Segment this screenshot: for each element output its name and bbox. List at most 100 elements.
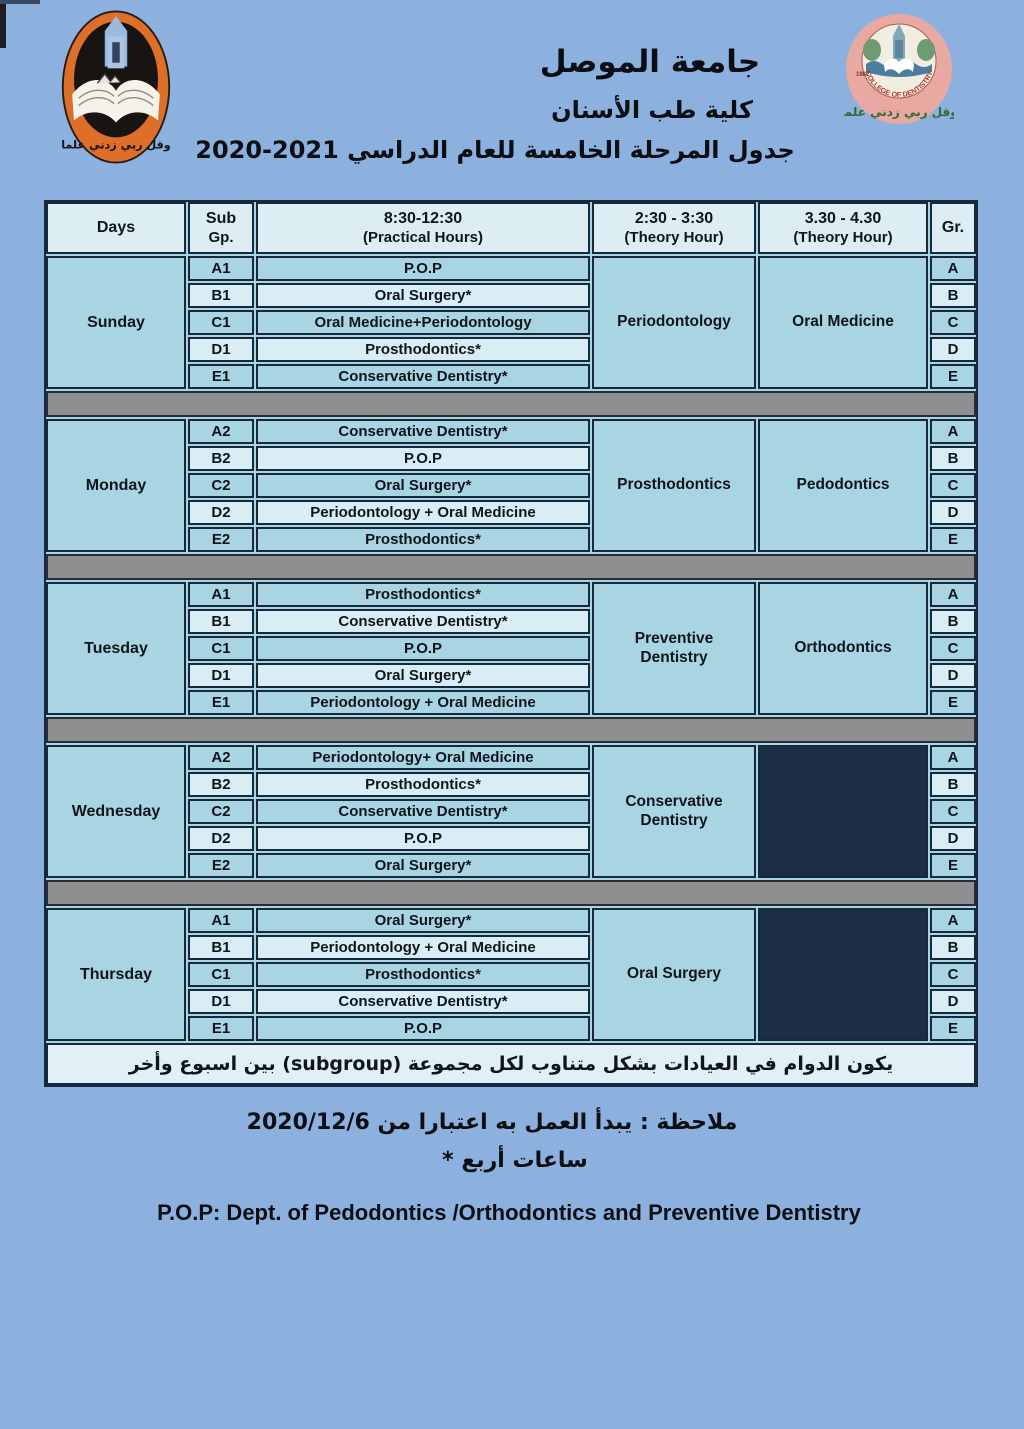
practical-subject-cell: Oral Surgery* [256, 853, 590, 878]
column-header-practical: 8:30-12:30 (Practical Hours) [256, 202, 590, 254]
group-letter-cell: D [930, 989, 976, 1014]
subgroup-cell: E1 [188, 364, 254, 389]
column-header-label: 2:30 - 3:30 [634, 210, 714, 228]
day-block-sunday: Sunday A1 P.O.P A B1 Oral Surgery* B C1 Oral Med… [46, 256, 976, 389]
group-letter-cell: D [930, 337, 976, 362]
subgroup-cell: D1 [188, 989, 254, 1014]
group-letter-cell: A [930, 419, 976, 444]
group-letter-cell: E [930, 690, 976, 715]
subgroup-cell: C2 [188, 473, 254, 498]
practical-subject-cell: Periodontology + Oral Medicine [256, 935, 590, 960]
column-header-label: (Theory Hour) [624, 228, 724, 246]
practical-subject-cell: Periodontology + Oral Medicine [256, 500, 590, 525]
subgroup-cell: B2 [188, 446, 254, 471]
practical-subject-cell: P.O.P [256, 1016, 590, 1041]
day-block-thursday: Thursday A1 Oral Surgery* A B1 Periodontology… [46, 908, 976, 1041]
practical-subject-cell: Conservative Dentistry* [256, 989, 590, 1014]
group-letter-cell: E [930, 853, 976, 878]
college-of-dentistry-emblem-graphic: COLLEGE OF DENTISTRY 1982 وقل ربي زدني ع… [840, 14, 958, 124]
university-of-mosul-logo: وقل ربي زدني علما [60, 8, 172, 171]
schedule-title: جدول المرحلة الخامسة للعام الدراسي 2021-… [195, 136, 795, 164]
subgroup-cell: D1 [188, 337, 254, 362]
column-header-label: 8:30-12:30 [383, 210, 463, 228]
university-of-mosul-emblem-graphic: وقل ربي زدني علما [61, 10, 171, 164]
practical-subject-cell: Periodontology + Oral Medicine [256, 690, 590, 715]
column-header-days: Days [46, 202, 186, 254]
subgroup-cell: C1 [188, 310, 254, 335]
day-separator-bar [46, 391, 976, 417]
photo-edge-artifact [0, 0, 6, 48]
theory-hour1-cell: Periodontology [592, 256, 756, 389]
group-letter-cell: B [930, 935, 976, 960]
college-of-dentistry-logo: COLLEGE OF DENTISTRY 1982 وقل ربي زدني ع… [840, 12, 958, 133]
group-letter-cell: B [930, 772, 976, 797]
subgroup-cell: D1 [188, 663, 254, 688]
photo-edge-artifact-top [0, 0, 40, 4]
practical-subject-cell: Conservative Dentistry* [256, 364, 590, 389]
day-name-cell: Tuesday [46, 582, 186, 715]
subgroup-cell: A1 [188, 582, 254, 607]
practical-subject-cell: P.O.P [256, 446, 590, 471]
day-block-wednesday: Wednesday A2 Periodontology+ Oral Medicine… [46, 745, 976, 878]
start-date-note: ملاحظة : يبدأ العمل به اعتبارا من 2020/1… [246, 1110, 738, 1135]
svg-text:وقل ربي زدني علما: وقل ربي زدني علما [61, 139, 171, 152]
group-letter-cell: E [930, 364, 976, 389]
subgroup-cell: A1 [188, 908, 254, 933]
column-header-label: Sub [205, 210, 237, 228]
column-header-subgroup: Sub Gp. [188, 202, 254, 254]
theory-hour2-cell [758, 908, 928, 1041]
university-title: جامعة الموصل [539, 44, 761, 80]
practical-subject-cell: Conservative Dentistry* [256, 609, 590, 634]
group-letter-cell: C [930, 962, 976, 987]
svg-text:1982: 1982 [856, 72, 870, 78]
practical-subject-cell: Prosthodontics* [256, 337, 590, 362]
table-footnote: يكون الدوام في العيادات بشكل متناوب لكل … [46, 1043, 976, 1085]
group-letter-cell: D [930, 500, 976, 525]
practical-subject-cell: Prosthodontics* [256, 772, 590, 797]
subgroup-cell: C1 [188, 636, 254, 661]
group-letter-cell: E [930, 1016, 976, 1041]
practical-subject-cell: Oral Surgery* [256, 283, 590, 308]
subgroup-cell: A2 [188, 419, 254, 444]
group-letter-cell: C [930, 799, 976, 824]
subgroup-cell: E1 [188, 690, 254, 715]
svg-text:وقل ربي زدني علما: وقل ربي زدني علما [844, 105, 954, 120]
four-hours-note: * أربع ‎ساعات [442, 1148, 588, 1173]
column-header-label: Gp. [208, 228, 234, 246]
group-letter-cell: B [930, 283, 976, 308]
day-name-cell: Sunday [46, 256, 186, 389]
practical-subject-cell: P.O.P [256, 826, 590, 851]
day-separator-bar [46, 717, 976, 743]
day-name-cell: Wednesday [46, 745, 186, 878]
column-header-theory1: 2:30 - 3:30 (Theory Hour) [592, 202, 756, 254]
day-separator-bar [46, 554, 976, 580]
subgroup-cell: B2 [188, 772, 254, 797]
subgroup-cell: A2 [188, 745, 254, 770]
column-header-theory2: 3.30 - 4.30 (Theory Hour) [758, 202, 928, 254]
subgroup-cell: E1 [188, 1016, 254, 1041]
day-blocks-container: Sunday A1 P.O.P A B1 Oral Surgery* B C1 Oral Med… [46, 256, 976, 1041]
subgroup-cell: A1 [188, 256, 254, 281]
practical-subject-cell: Oral Surgery* [256, 473, 590, 498]
group-letter-cell: A [930, 908, 976, 933]
subgroup-cell: E2 [188, 527, 254, 552]
group-letter-cell: A [930, 582, 976, 607]
practical-subject-cell: Conservative Dentistry* [256, 799, 590, 824]
college-title: كلية طب الأسنان [551, 96, 753, 124]
practical-subject-cell: P.O.P [256, 636, 590, 661]
group-letter-cell: A [930, 256, 976, 281]
practical-subject-cell: Oral Surgery* [256, 663, 590, 688]
timetable-header-row: Days Sub Gp. 8:30-12:30 (Practical Hours… [46, 202, 976, 254]
group-letter-cell: C [930, 636, 976, 661]
group-letter-cell: B [930, 609, 976, 634]
day-block-monday: Monday A2 Conservative Dentistry* A B2 P.O.P B… [46, 419, 976, 552]
practical-subject-cell: Prosthodontics* [256, 527, 590, 552]
column-header-group: Gr. [930, 202, 976, 254]
column-header-label: (Practical Hours) [362, 228, 484, 246]
practical-subject-cell: Oral Medicine+Periodontology [256, 310, 590, 335]
day-block-tuesday: Tuesday A1 Prosthodontics* A B1 Conservative … [46, 582, 976, 715]
column-header-label: Gr. [941, 219, 965, 237]
practical-subject-cell: Prosthodontics* [256, 962, 590, 987]
group-letter-cell: B [930, 446, 976, 471]
